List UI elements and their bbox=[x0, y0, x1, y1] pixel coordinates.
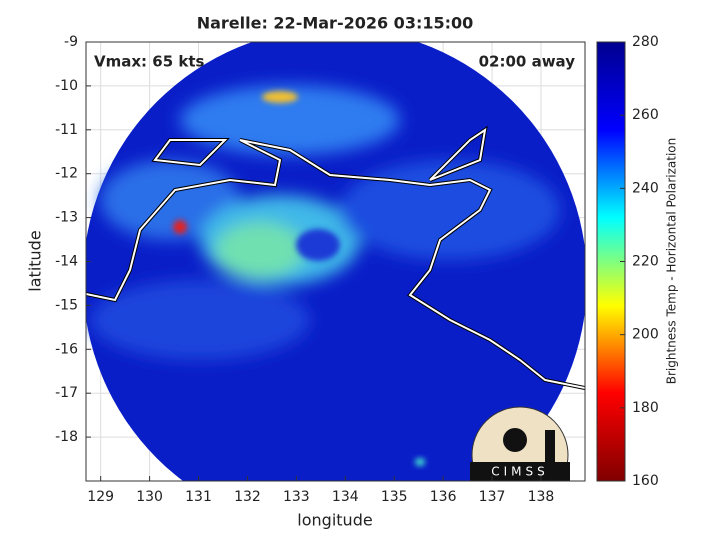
y-tick-label: -11 bbox=[55, 122, 78, 138]
y-tick-label: -10 bbox=[55, 78, 78, 94]
chart-title: Narelle: 22-Mar-2026 03:15:00 bbox=[197, 14, 474, 33]
y-tick-label: -15 bbox=[55, 297, 78, 313]
x-tick-label: 134 bbox=[332, 489, 359, 505]
colorbar-tick-label: 200 bbox=[632, 327, 659, 343]
x-tick-label: 130 bbox=[136, 489, 163, 505]
x-tick-label: 135 bbox=[381, 489, 408, 505]
colorbar-label: Brightness Temp - Horizontal Polarizatio… bbox=[665, 138, 679, 385]
annotation: Vmax: 65 kts bbox=[94, 53, 204, 71]
x-tick-label: 138 bbox=[528, 489, 555, 505]
x-tick-label: 131 bbox=[185, 489, 212, 505]
y-tick-label: -12 bbox=[55, 166, 78, 182]
x-axis-label: longitude bbox=[297, 511, 372, 530]
colorbar-tick-label: 240 bbox=[632, 180, 659, 196]
colorbar-tick-label: 180 bbox=[632, 400, 659, 416]
x-tick-label: 132 bbox=[234, 489, 261, 505]
y-tick-label: -9 bbox=[64, 34, 78, 50]
colorbar-tick-label: 160 bbox=[632, 473, 659, 489]
satellite-image: CIMSS bbox=[86, 42, 585, 481]
x-tick-label: 136 bbox=[430, 489, 457, 505]
logo-text: CIMSS bbox=[491, 465, 549, 479]
colorbar-tick-label: 260 bbox=[632, 107, 659, 123]
logo: CIMSS bbox=[470, 406, 570, 481]
y-tick-label: -16 bbox=[55, 341, 78, 357]
y-axis-label: latitude bbox=[26, 230, 45, 291]
y-tick-label: -17 bbox=[55, 385, 78, 401]
y-tick-label: -18 bbox=[55, 429, 78, 445]
x-tick-label: 129 bbox=[87, 489, 114, 505]
x-tick-label: 133 bbox=[283, 489, 310, 505]
colorbar-tick-label: 220 bbox=[632, 254, 659, 270]
y-tick-label: -13 bbox=[55, 210, 78, 226]
x-tick-label: 137 bbox=[479, 489, 506, 505]
y-tick-label: -14 bbox=[55, 254, 78, 270]
colorbar-tick-label: 280 bbox=[632, 34, 659, 50]
annotation: 02:00 away bbox=[479, 53, 576, 71]
